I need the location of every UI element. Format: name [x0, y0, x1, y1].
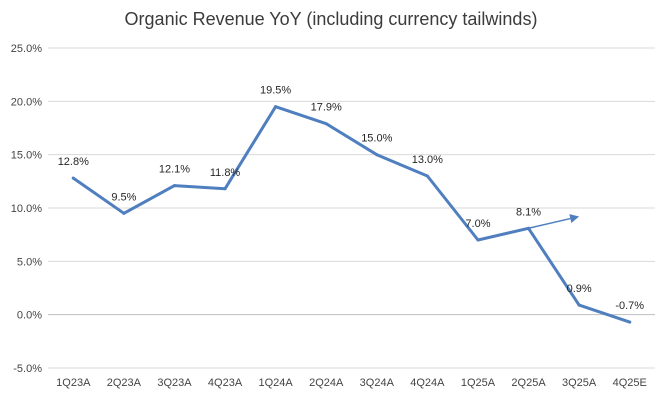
x-tick-label: 1Q23A [56, 377, 91, 389]
y-tick-label: 5.0% [17, 256, 42, 268]
x-tick-label: 2Q24A [309, 377, 344, 389]
data-point [425, 174, 429, 178]
data-point [375, 153, 379, 157]
y-tick-label: -5.0% [13, 363, 42, 375]
y-tick-label: 15.0% [11, 150, 42, 162]
data-label: -0.7% [615, 300, 644, 312]
y-tick-label: 0.0% [17, 310, 42, 322]
x-tick-label: 4Q25E [613, 377, 647, 389]
x-tick-label: 4Q23A [208, 377, 243, 389]
data-point [71, 176, 75, 180]
annotations [528, 214, 580, 229]
data-label: 8.1% [516, 206, 541, 218]
x-tick-label: 4Q24A [410, 377, 445, 389]
x-tick-label: 2Q23A [107, 377, 142, 389]
data-label: 17.9% [311, 102, 342, 114]
gridlines [48, 47, 655, 369]
data-point [324, 122, 328, 126]
x-tick-label: 1Q25A [461, 377, 496, 389]
y-tick-label: 10.0% [11, 203, 42, 215]
data-point [122, 211, 126, 215]
x-axis-ticks: 1Q23A 2Q23A 3Q23A 4Q23A 1Q24A 2Q24A 3Q24A 4Q24A… [56, 377, 647, 389]
y-tick-label: 25.0% [11, 43, 42, 55]
data-point [577, 303, 581, 307]
data-labels: 12.8% 9.5% 12.1% 11.8% 19.5% 17.9% 15.0% 13.0% 7… [58, 85, 645, 312]
data-point [628, 320, 632, 324]
data-label: 13.0% [412, 154, 443, 166]
series-line [71, 105, 632, 324]
data-label: 12.1% [159, 164, 190, 176]
annotation-arrow-head [569, 214, 580, 223]
x-tick-label: 2Q25A [511, 377, 546, 389]
data-label: 9.5% [111, 191, 136, 203]
chart-title: Organic Revenue YoY (including currency … [125, 9, 538, 29]
y-tick-label: 20.0% [11, 96, 42, 108]
x-tick-label: 3Q25A [562, 377, 597, 389]
x-tick-label: 3Q23A [157, 377, 192, 389]
data-point [476, 238, 480, 242]
x-tick-label: 1Q24A [259, 377, 294, 389]
data-label: 7.0% [465, 218, 490, 230]
data-point [223, 187, 227, 191]
data-label: 12.8% [58, 156, 89, 168]
data-point [172, 184, 176, 188]
annotation-arrow-line [528, 217, 571, 229]
data-label: 11.8% [210, 167, 241, 179]
data-point [274, 105, 278, 109]
data-label: 19.5% [260, 85, 291, 97]
data-label: 0.9% [567, 283, 592, 295]
y-axis-ticks: -5.0% 0.0% 5.0% 10.0% 15.0% 20.0% 25.0% [11, 43, 42, 375]
x-tick-label: 3Q24A [360, 377, 395, 389]
data-label: 15.0% [361, 133, 392, 145]
series-group [71, 105, 632, 324]
